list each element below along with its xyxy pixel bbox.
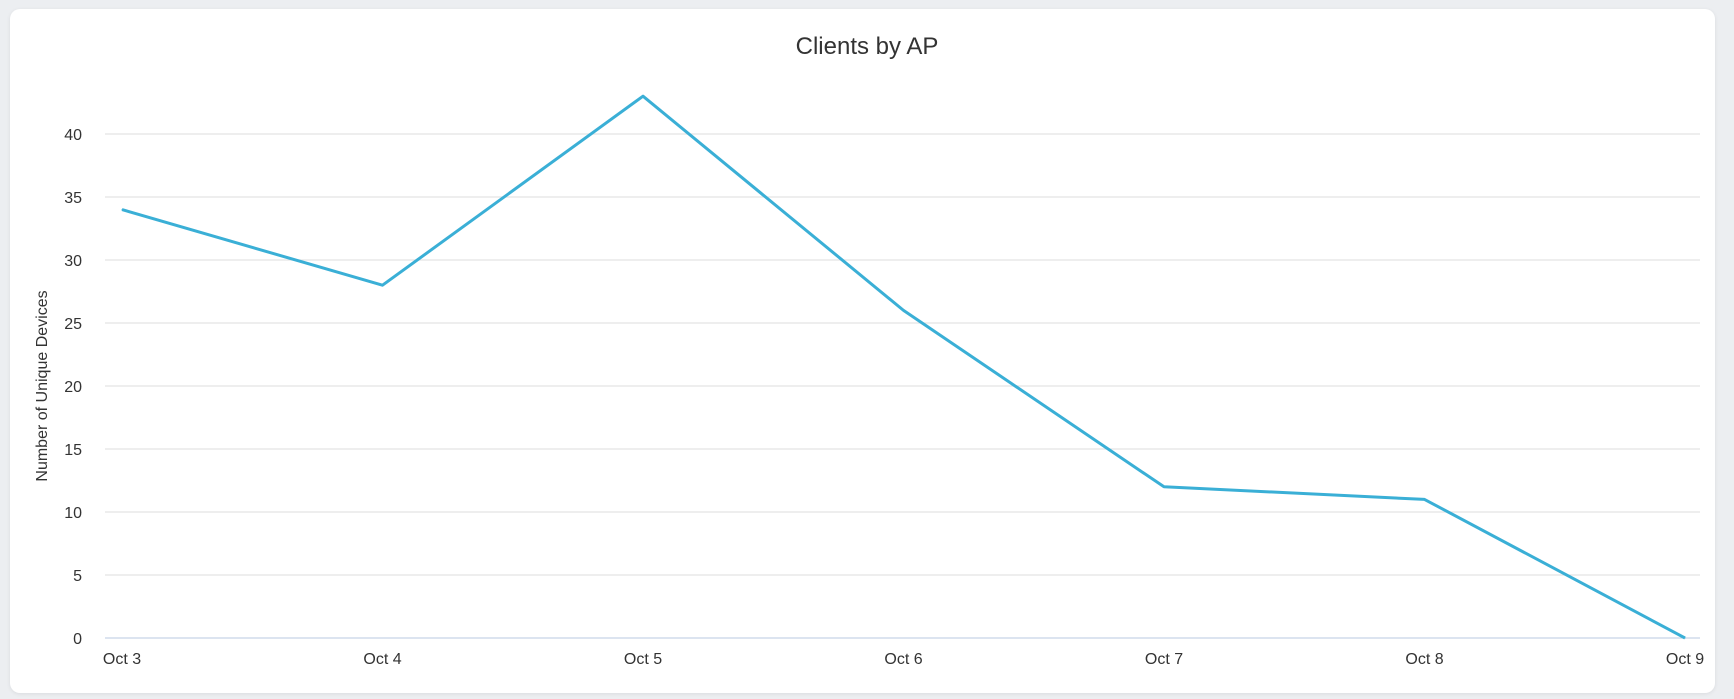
data-point[interactable] [1684, 637, 1686, 639]
y-tick-label: 40 [64, 127, 82, 144]
x-tick-label: Oct 9 [1666, 651, 1704, 668]
y-tick-label: 5 [73, 568, 82, 585]
chart-title: Clients by AP [796, 33, 939, 60]
x-tick-label: Oct 5 [624, 651, 662, 668]
y-tick-label: 10 [64, 505, 82, 522]
x-tick-label: Oct 4 [363, 651, 401, 668]
data-point[interactable] [1163, 486, 1165, 488]
data-point[interactable] [382, 284, 383, 286]
chart-card [10, 9, 1715, 693]
y-tick-label: 0 [73, 631, 82, 648]
data-point[interactable] [642, 95, 644, 97]
x-tick-label: Oct 3 [103, 651, 141, 668]
y-tick-label: 25 [64, 316, 82, 333]
x-tick-label: Oct 6 [884, 651, 922, 668]
x-tick-label: Oct 8 [1405, 651, 1443, 668]
data-point[interactable] [1424, 498, 1425, 500]
y-tick-label: 20 [64, 379, 82, 396]
series-line [121, 94, 1686, 640]
x-tick-label: Oct 7 [1145, 651, 1183, 668]
y-tick-label: 30 [64, 253, 82, 270]
data-point[interactable] [121, 209, 123, 211]
y-tick-label: 15 [64, 442, 82, 459]
data-point[interactable] [903, 309, 904, 311]
y-axis-label: Number of Unique Devices [34, 290, 51, 481]
y-tick-label: 35 [64, 190, 82, 207]
